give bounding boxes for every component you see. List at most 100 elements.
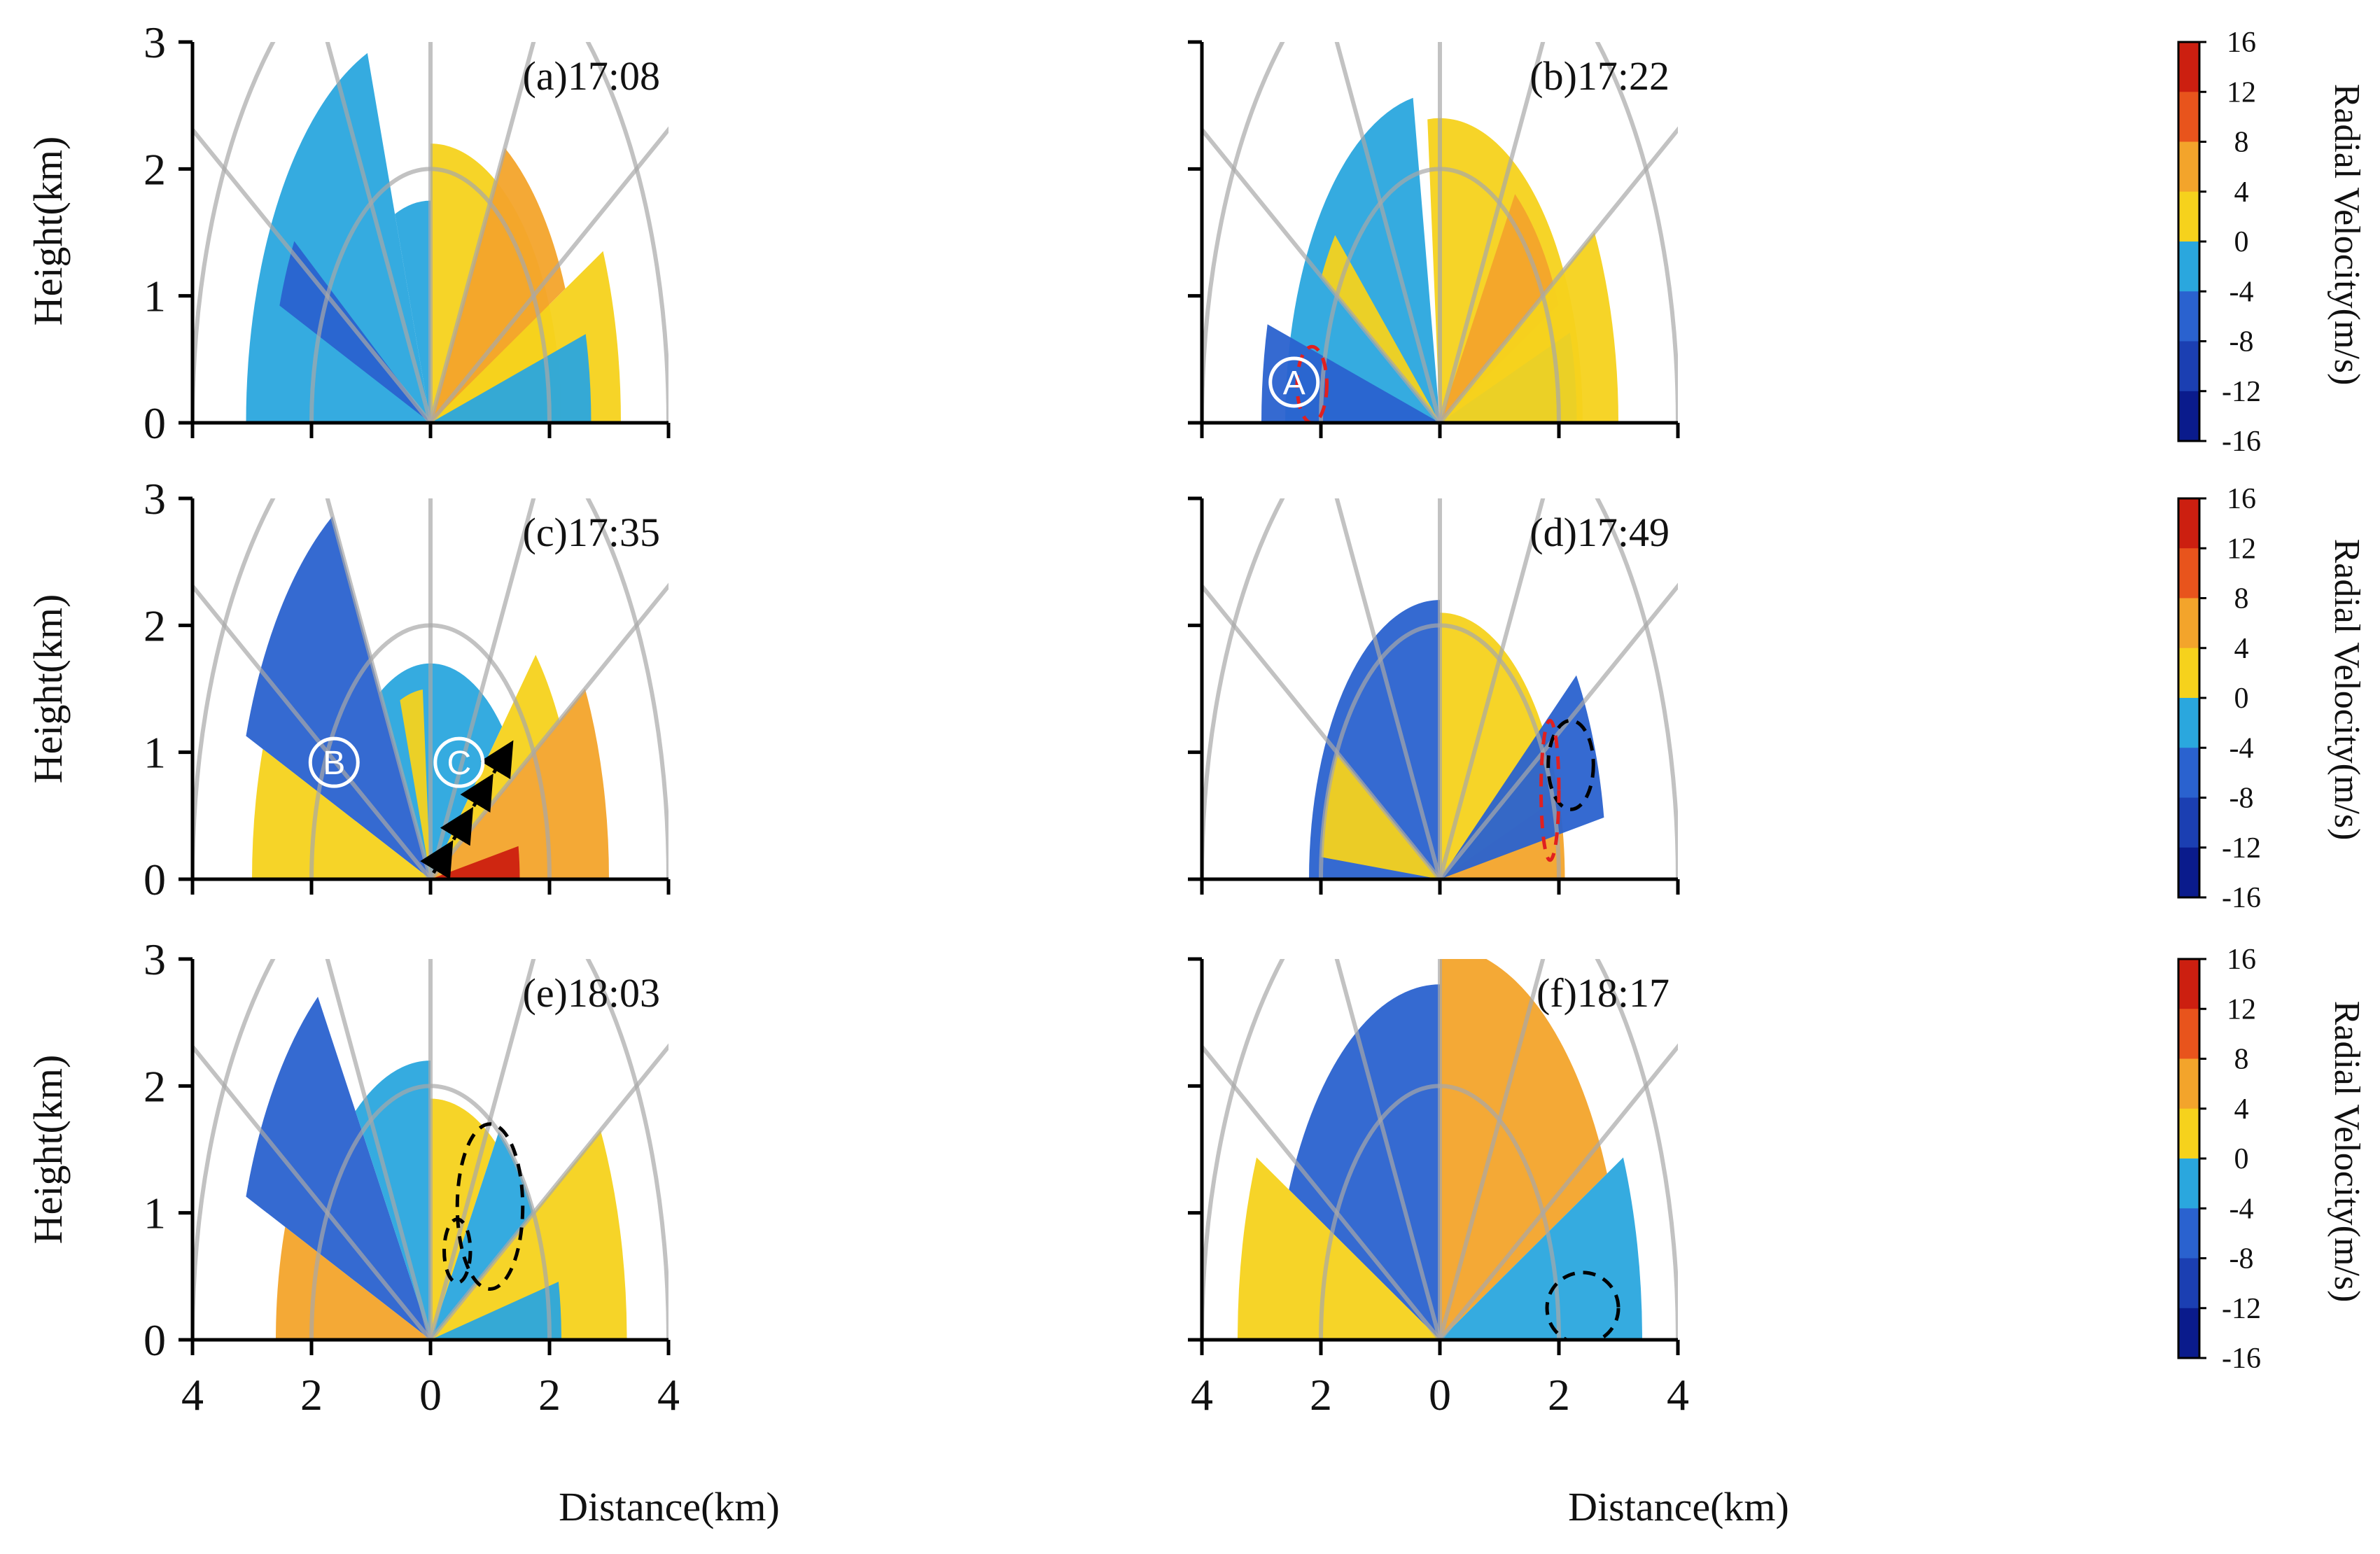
radial-spoke xyxy=(428,498,536,879)
colorbar-tick-label: -12 xyxy=(2222,832,2261,864)
panel-plot-area xyxy=(1202,498,1678,879)
panel-title: (f)18:17 xyxy=(1536,970,1670,1016)
colorbar-tick-label: 12 xyxy=(2227,533,2256,565)
radial-spoke xyxy=(1438,959,1546,1340)
y-tick-label: 3 xyxy=(144,18,166,67)
colorbar-band xyxy=(2178,1158,2199,1210)
flow-arrow xyxy=(440,806,474,846)
y-axis-label-c: Height(km) xyxy=(25,594,71,784)
echo-sector xyxy=(1440,1157,1642,1340)
x-tick-label: 2 xyxy=(1310,1370,1332,1420)
feature-marker-circle xyxy=(308,736,360,788)
radial-spoke xyxy=(428,1043,668,1340)
colorbar-tick-label: -12 xyxy=(2222,376,2261,408)
radial-spoke xyxy=(1202,1043,1442,1340)
y-tick-label: 2 xyxy=(144,601,166,650)
colorbar-band xyxy=(2178,1258,2199,1309)
radial-spoke xyxy=(428,959,536,1340)
y-tick-label: 0 xyxy=(144,855,166,904)
colorbar-tick-label: 0 xyxy=(2234,1143,2249,1175)
black-dashed-ellipse xyxy=(455,1122,525,1291)
colorbar-label-bottom: Radial Velocity(m/s) xyxy=(2327,1001,2367,1303)
echo-sector xyxy=(1440,232,1619,423)
echo-sector xyxy=(430,1131,534,1340)
colorbar-tick-label: 8 xyxy=(2234,583,2249,615)
x-axis-label-right: Distance(km) xyxy=(1568,1484,1789,1530)
panel-title: (e)18:03 xyxy=(523,970,661,1016)
colorbar-tick-label: 8 xyxy=(2234,127,2249,159)
range-ring xyxy=(192,42,668,423)
colorbar-tick-label: -4 xyxy=(2230,1193,2254,1225)
x-tick-label: 4 xyxy=(181,1370,204,1420)
flow-arrow xyxy=(480,740,514,780)
x-tick-label: 2 xyxy=(300,1370,323,1420)
colorbar-tick-label: -4 xyxy=(2230,276,2254,308)
x-tick-label: 2 xyxy=(538,1370,561,1420)
colorbar-band xyxy=(2178,648,2199,699)
colorbar-band xyxy=(2178,1208,2199,1259)
colorbar-band xyxy=(2178,291,2199,342)
colorbar-tick-label: -8 xyxy=(2230,326,2254,358)
panel-plot-area xyxy=(192,959,668,1340)
x-tick-label: 2 xyxy=(1548,1370,1570,1420)
y-tick-label: 1 xyxy=(144,1189,166,1238)
y-tick-label: 2 xyxy=(144,144,166,194)
feature-marker-label: A xyxy=(1283,365,1306,402)
y-tick-label: 3 xyxy=(144,474,166,524)
range-ring xyxy=(1202,959,1678,1340)
radial-spoke xyxy=(428,42,536,423)
radial-spoke xyxy=(1438,582,1678,879)
radial-spoke xyxy=(192,126,433,423)
y-tick-label: 3 xyxy=(144,934,166,984)
colorbar-tick-label: 8 xyxy=(2234,1044,2249,1076)
panel-title: (d)17:49 xyxy=(1530,510,1670,555)
y-axis-label-e: Height(km) xyxy=(25,1055,71,1245)
colorbar-tick-label: 12 xyxy=(2227,993,2256,1026)
panel-title: (b)17:22 xyxy=(1530,53,1670,99)
colorbar-band xyxy=(2178,548,2199,599)
colorbar-0: 16 12 8 4 0 -4 -8 -12 -16 xyxy=(2177,27,2261,458)
echo-sector xyxy=(1440,959,1607,1340)
radial-spoke xyxy=(1438,1043,1678,1340)
colorbar-tick-label: -16 xyxy=(2222,1343,2261,1375)
colorbar-band xyxy=(2178,598,2199,649)
red-dashed-ellipse xyxy=(1539,718,1561,862)
x-tick-label: 0 xyxy=(1429,1370,1451,1420)
panel-5: 4 2 0 2 4 (f)18:17 xyxy=(1188,957,1689,1420)
radial-spoke xyxy=(192,582,433,879)
radial-spoke xyxy=(325,42,433,423)
panel-title: (c)17:35 xyxy=(523,510,661,555)
colorbar-tick-label: -4 xyxy=(2230,732,2254,764)
radial-spoke xyxy=(1334,42,1442,423)
colorbar-tick-label: 16 xyxy=(2227,483,2256,515)
colorbar-tick-label: 0 xyxy=(2234,682,2249,715)
panel-1: A (b)17:22 xyxy=(1188,40,1680,438)
echo-sector xyxy=(1261,324,1440,423)
feature-marker-circle xyxy=(433,736,485,788)
colorbar-tick-label: 4 xyxy=(2234,176,2249,209)
echo-sector xyxy=(1321,234,1440,423)
echo-sector xyxy=(246,52,430,423)
y-tick-label: 0 xyxy=(144,1315,166,1365)
colorbar-tick-label: 16 xyxy=(2227,944,2256,976)
colorbar-band xyxy=(2178,1308,2199,1359)
echo-sector xyxy=(430,689,609,879)
colorbar-band xyxy=(2178,1009,2199,1060)
radial-spoke xyxy=(192,1043,433,1340)
panel-plot-area xyxy=(1202,959,1678,1340)
colorbar-tick-label: 4 xyxy=(2234,633,2249,665)
colorbar-band xyxy=(2178,341,2199,392)
echo-sector xyxy=(430,1130,627,1340)
panel-plot-area: A xyxy=(1202,42,1678,423)
echo-sector xyxy=(400,690,430,879)
colorbar-label-mid: Radial Velocity(m/s) xyxy=(2327,539,2367,841)
colorbar-band xyxy=(2178,959,2199,1010)
colorbar-tick-label: -8 xyxy=(2230,783,2254,815)
colorbar-2: 16 12 8 4 0 -4 -8 -12 -16 xyxy=(2177,944,2261,1375)
colorbar-band xyxy=(2178,698,2199,749)
echo-sector xyxy=(395,200,430,423)
